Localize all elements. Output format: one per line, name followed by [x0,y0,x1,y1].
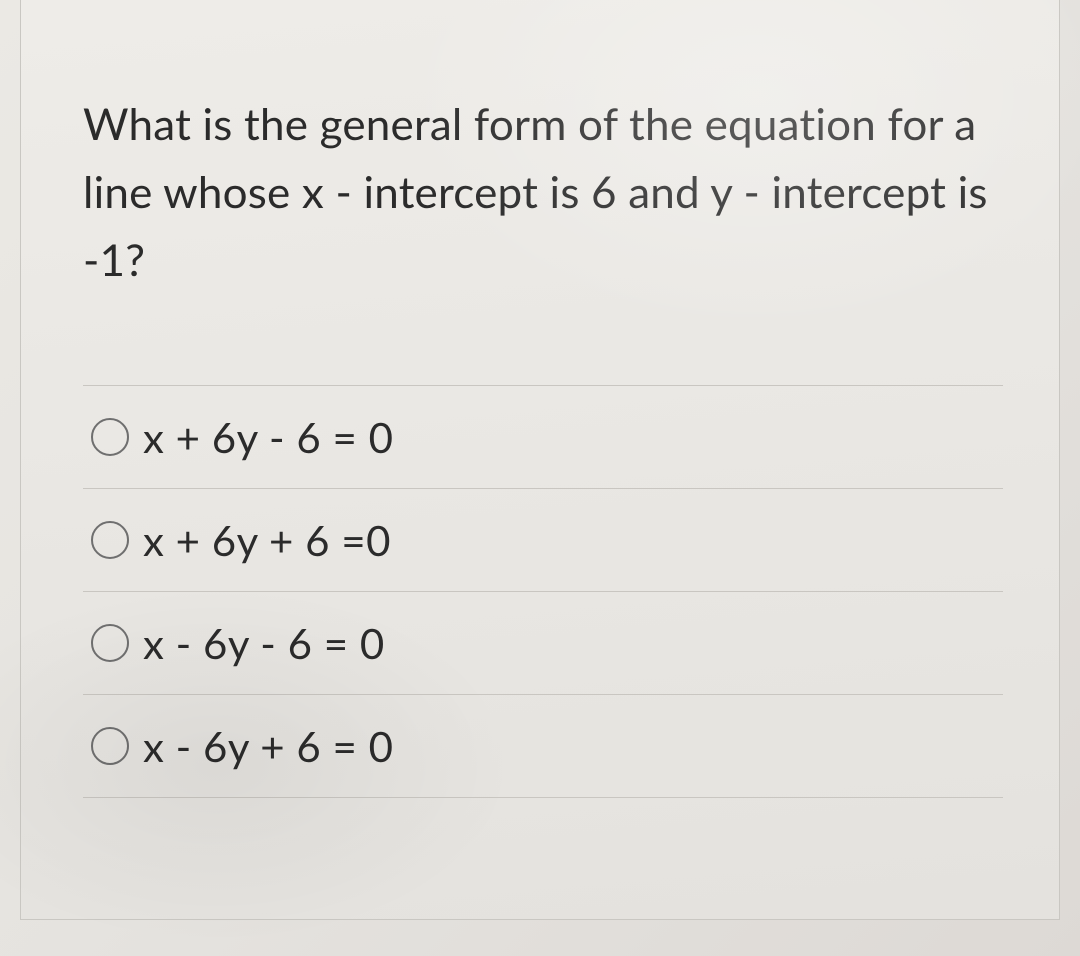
option-label: x + 6y - 6 = 0 [143,412,393,462]
option-3[interactable]: x - 6y - 6 = 0 [83,592,1003,695]
option-label: x - 6y + 6 = 0 [143,721,393,771]
question-text: What is the general form of the equation… [83,90,1003,295]
radio-icon[interactable] [91,418,129,456]
option-label: x + 6y + 6 =0 [143,515,391,565]
option-label: x - 6y - 6 = 0 [143,618,385,668]
option-2[interactable]: x + 6y + 6 =0 [83,489,1003,592]
option-4[interactable]: x - 6y + 6 = 0 [83,695,1003,798]
radio-icon[interactable] [91,624,129,662]
options-list: x + 6y - 6 = 0 x + 6y + 6 =0 x - 6y - 6 … [83,385,1003,798]
radio-icon[interactable] [91,727,129,765]
option-1[interactable]: x + 6y - 6 = 0 [83,386,1003,489]
question-card: What is the general form of the equation… [20,0,1060,920]
radio-icon[interactable] [91,521,129,559]
